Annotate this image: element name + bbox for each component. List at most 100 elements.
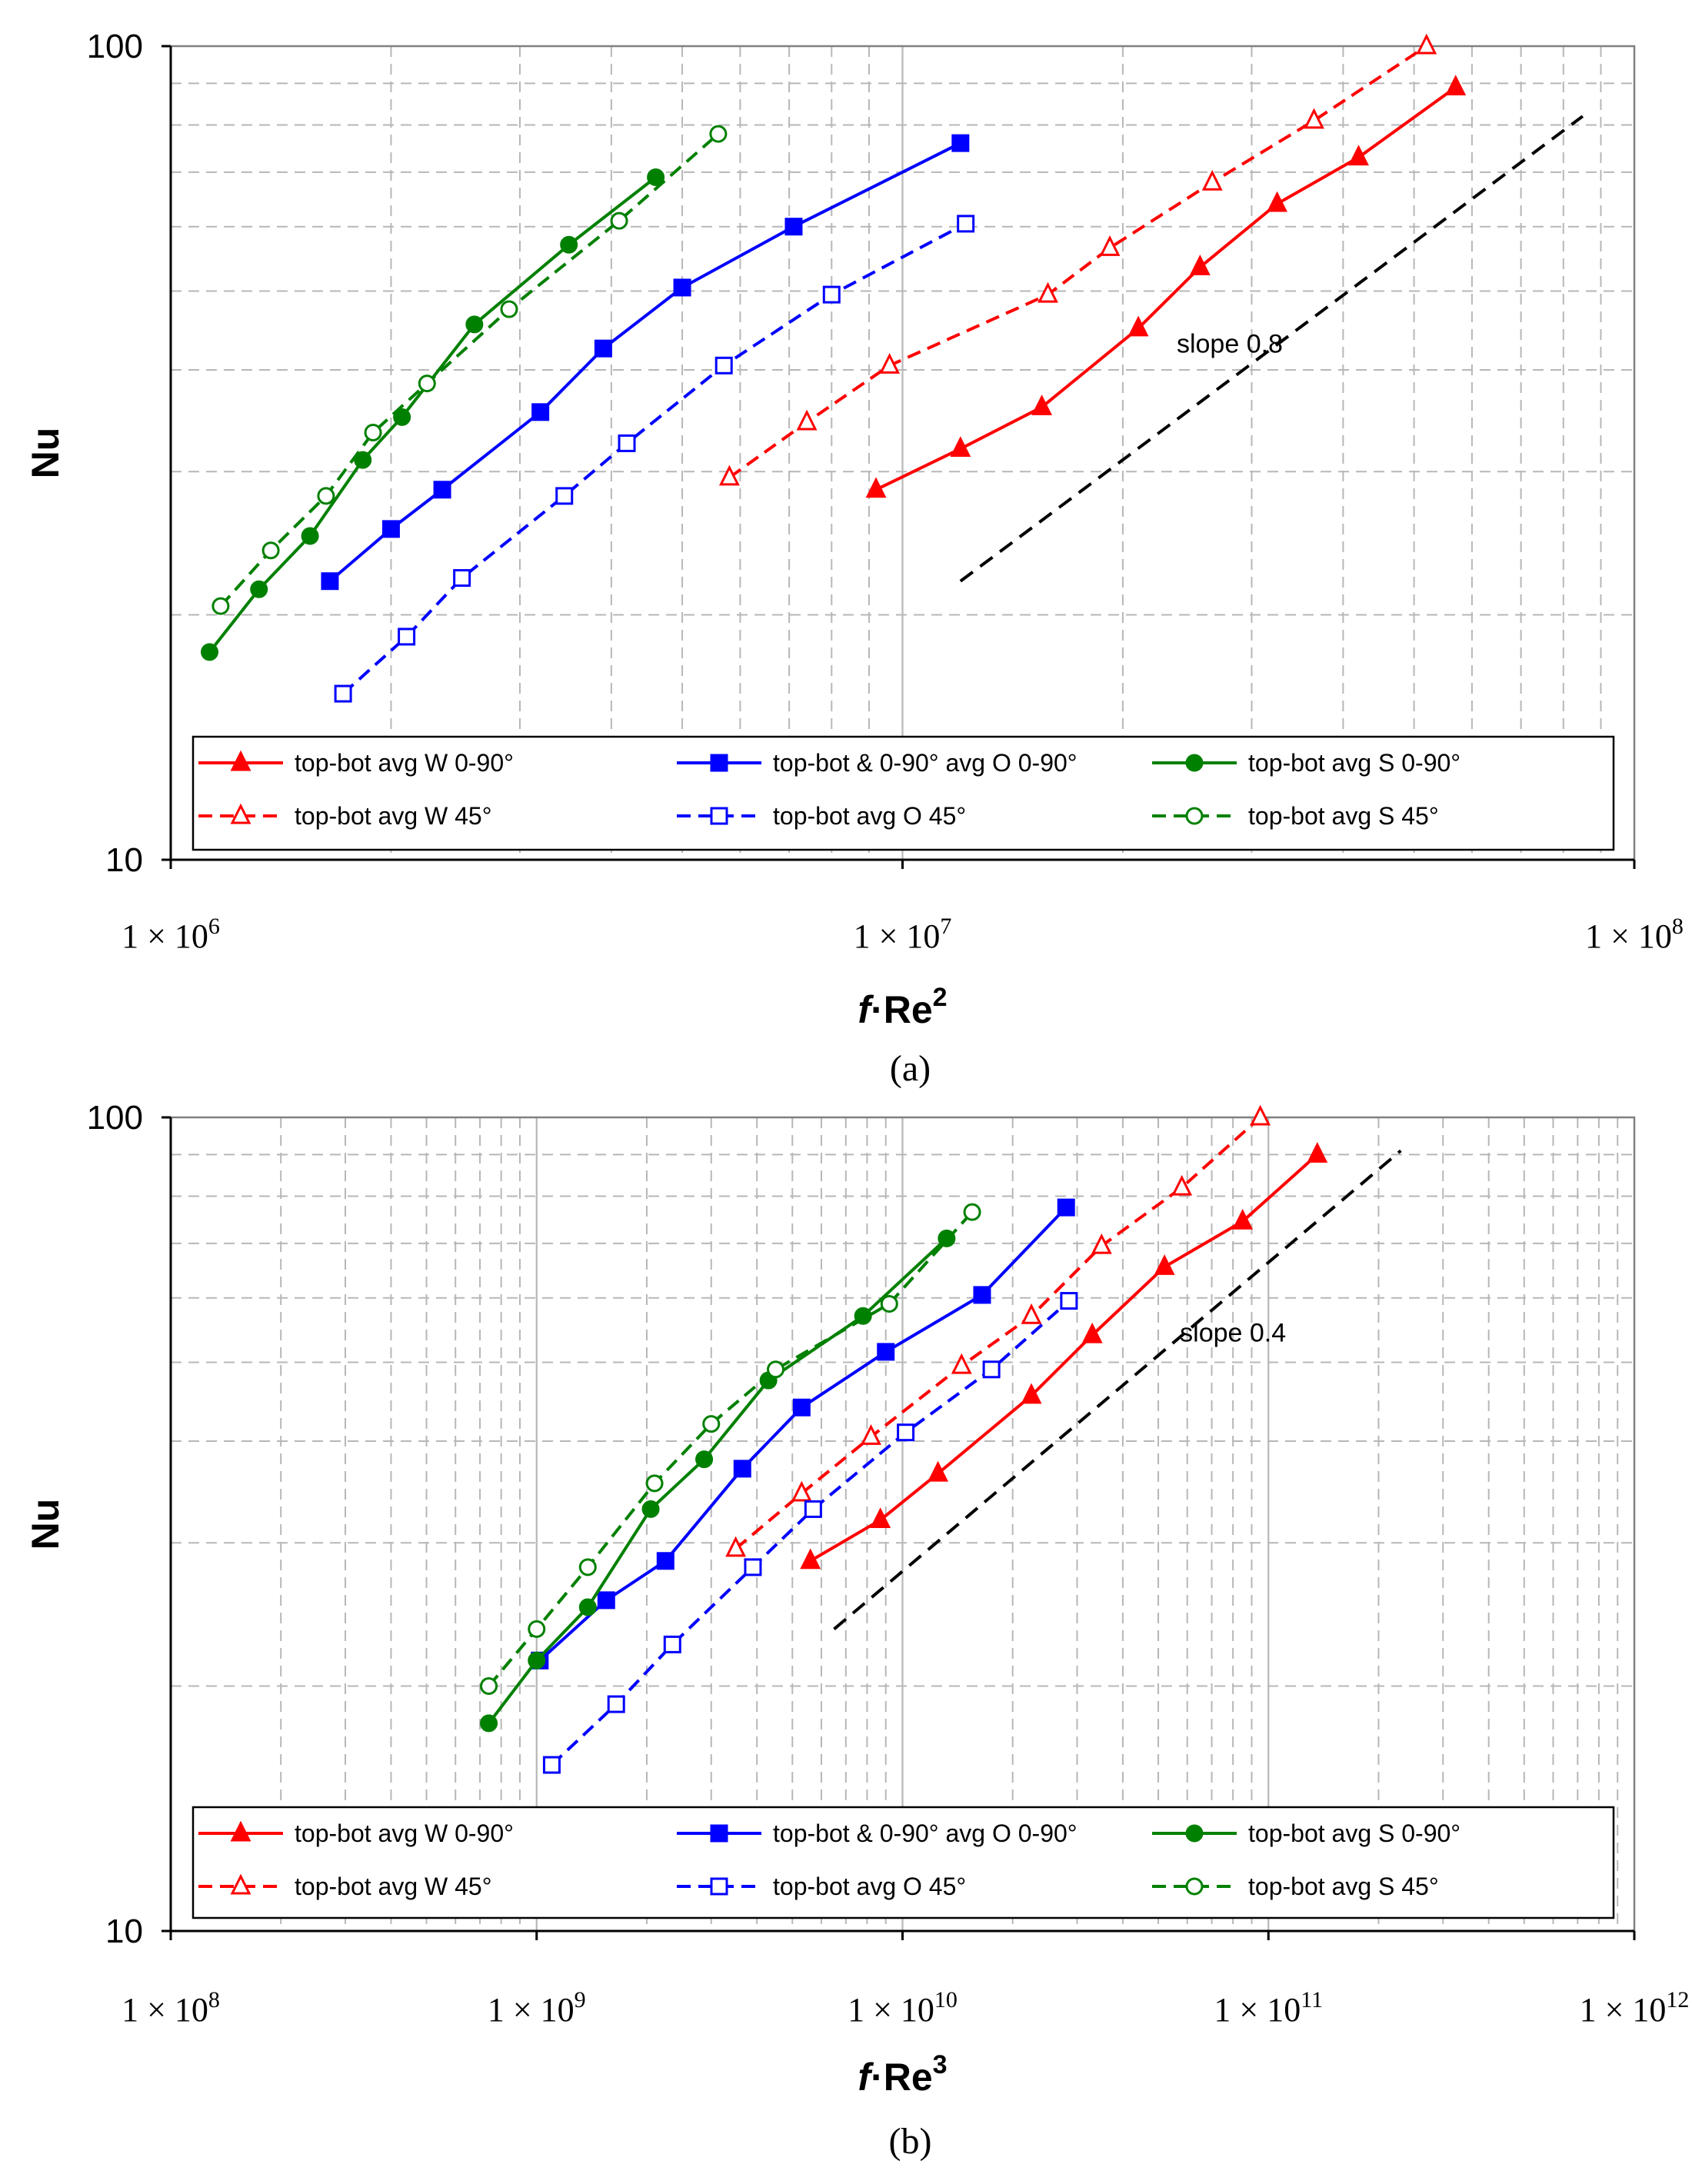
x-axis-label-text: ·Re: [871, 988, 933, 1031]
series-line: [210, 177, 656, 651]
legend-marker: [1187, 755, 1202, 771]
data-point: [1269, 194, 1286, 211]
data-point: [529, 1653, 545, 1668]
data-point: [930, 1463, 947, 1480]
data-point: [1447, 78, 1464, 95]
legend-label: top-bot avg S 0-90°: [1248, 749, 1461, 777]
slope-annotation: slope 0.4: [1180, 1319, 1286, 1348]
data-point: [1351, 148, 1367, 165]
legend: top-bot avg W 0-90° top-bot & 0-90° avg O…: [193, 1807, 1614, 1918]
data-point: [711, 126, 726, 141]
data-point: [302, 528, 318, 544]
x-tick-label-exponent: 10: [934, 1987, 958, 2013]
x-tick-label-base: 1 × 10: [854, 917, 941, 955]
legend-label: top-bot & 0-90° avg O 0-90°: [773, 749, 1077, 777]
figure: 1 × 106 1 × 107 1 × 10810100Nuf·Re2(a)slop…: [0, 0, 1692, 2184]
panel-label: (a): [890, 1048, 931, 1089]
x-axis-label-text: ·Re: [871, 2056, 933, 2099]
data-point: [1034, 397, 1051, 414]
x-tick-label-base: 1 × 10: [122, 917, 208, 955]
series-3: [202, 169, 664, 659]
x-axis-label: f·Re3: [858, 2050, 947, 2099]
x-axis-label-exponent: 2: [933, 983, 948, 1012]
x-tick-label-exponent: 8: [1672, 914, 1684, 939]
legend-label: top-bot avg S 45°: [1248, 802, 1439, 830]
x-tick-label-base: 1 × 10: [1585, 917, 1672, 955]
chart-panel-1: 1 × 106 1 × 107 1 × 10810100Nuf·Re2(a)slop…: [24, 28, 1684, 1089]
data-point: [805, 1501, 821, 1516]
legend-label: top-bot avg S 0-90°: [1248, 1819, 1461, 1847]
y-axis-label: Nu: [24, 428, 67, 479]
data-point: [481, 1679, 497, 1694]
data-point: [1418, 36, 1435, 53]
data-point: [721, 468, 738, 484]
panel-label: (b): [889, 2121, 932, 2162]
series-5: [335, 216, 974, 701]
data-point: [974, 1287, 990, 1303]
data-point: [263, 543, 278, 558]
data-point: [322, 574, 338, 589]
data-point: [786, 219, 801, 235]
legend-marker: [711, 808, 727, 824]
data-point: [419, 376, 435, 391]
y-tick-label: 100: [87, 1099, 143, 1137]
y-tick-label: 100: [87, 28, 143, 65]
x-tick-label-exponent: 11: [1301, 1987, 1323, 2013]
y-tick-label: 10: [105, 841, 143, 879]
data-point: [202, 644, 218, 660]
data-point: [580, 1600, 595, 1615]
data-point: [824, 287, 839, 302]
data-point: [984, 1362, 999, 1377]
x-tick-label: 1 × 107: [854, 914, 952, 955]
data-point: [435, 482, 450, 498]
x-axis-label-exponent: 3: [933, 2050, 948, 2079]
x-tick-label-exponent: 7: [940, 914, 951, 939]
data-point: [595, 341, 611, 356]
x-tick-label: 1 × 108: [122, 1987, 220, 2029]
data-point: [501, 301, 517, 317]
data-point: [768, 1362, 784, 1377]
data-point: [802, 1551, 819, 1568]
legend-marker: [711, 1826, 727, 1841]
legend-marker: [711, 1879, 727, 1894]
x-tick-label-exponent: 6: [208, 914, 220, 939]
data-point: [658, 1553, 673, 1569]
data-point: [1040, 285, 1057, 301]
data-point: [1306, 111, 1323, 128]
legend-label: top-bot avg S 45°: [1248, 1873, 1439, 1900]
data-point: [716, 358, 731, 373]
x-tick-label-base: 1 × 10: [1214, 1991, 1301, 2029]
legend-label: top-bot & 0-90° avg O 0-90°: [773, 1819, 1077, 1847]
data-point: [1101, 238, 1118, 255]
data-point: [251, 581, 267, 597]
x-tick-label: 1 × 109: [488, 1987, 586, 2029]
data-point: [608, 1696, 624, 1712]
slope-annotation: slope 0.8: [1177, 330, 1283, 359]
legend-label: top-bot avg W 0-90°: [295, 1819, 514, 1847]
data-point: [881, 1296, 897, 1311]
data-point: [898, 1425, 914, 1440]
data-point: [862, 1427, 879, 1443]
data-point: [619, 435, 634, 451]
data-point: [1061, 1293, 1077, 1309]
x-tick-label-base: 1 × 10: [848, 1991, 934, 2029]
data-point: [580, 1560, 595, 1575]
legend-marker: [711, 755, 727, 771]
data-point: [728, 1539, 744, 1556]
data-point: [734, 1461, 750, 1477]
data-point: [704, 1417, 719, 1432]
data-point: [481, 1716, 497, 1731]
data-point: [533, 405, 548, 420]
data-point: [383, 521, 398, 537]
legend-label: top-bot avg O 45°: [773, 1873, 966, 1900]
data-point: [529, 1621, 545, 1636]
x-tick-label-base: 1 × 10: [1580, 1991, 1667, 2029]
x-tick-label: 1 × 1012: [1580, 1987, 1690, 2029]
reference-slope-line: [834, 1150, 1401, 1629]
legend: top-bot avg W 0-90° top-bot & 0-90° avg O…: [193, 737, 1614, 850]
data-point: [697, 1452, 712, 1467]
series-2: [532, 1200, 1074, 1668]
data-point: [544, 1757, 559, 1773]
data-point: [365, 425, 381, 441]
data-point: [557, 488, 572, 504]
